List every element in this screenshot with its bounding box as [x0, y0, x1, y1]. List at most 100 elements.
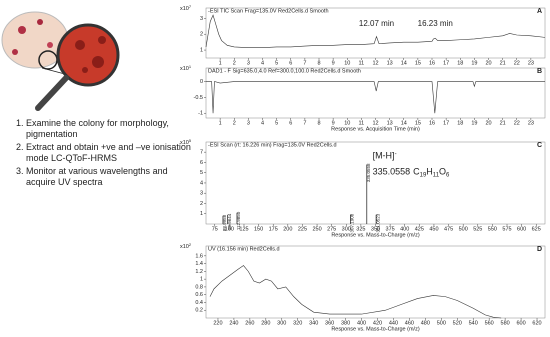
x-tick-label: 600	[516, 320, 525, 326]
x-tick-label: 520	[453, 320, 462, 326]
x-tick-label: 280	[261, 320, 270, 326]
panel-letter: A	[537, 8, 542, 15]
step: Monitor at various wavelengths and acqui…	[26, 166, 196, 188]
x-tick-label: 9	[332, 60, 335, 66]
x-tick-label: 450	[429, 226, 438, 232]
x-tick-label: 375	[386, 226, 395, 232]
x-axis-label: Response vs. Mass-to-Charge (m/z)	[331, 326, 419, 332]
x-tick-label: 350	[371, 226, 380, 232]
multiplier-base: x10	[180, 6, 189, 12]
x-tick-label: 23	[528, 120, 534, 126]
x-tick-label: 10	[344, 120, 350, 126]
x-tick-label: 620	[532, 320, 541, 326]
y-tick-label: 6	[200, 160, 203, 166]
x-tick-label: 225	[298, 226, 307, 232]
x-tick-label: 19	[471, 120, 477, 126]
x-tick-label: 3	[247, 60, 250, 66]
x-tick-label: 425	[415, 226, 424, 232]
y-tick-label: 1	[200, 48, 203, 54]
x-tick-label: 440	[389, 320, 398, 326]
x-tick-label: 10	[344, 60, 350, 66]
x-tick-label: 14	[401, 120, 407, 126]
y-multiplier: x105	[180, 138, 192, 146]
x-tick-label: 7	[303, 120, 306, 126]
y-multiplier: x101	[180, 64, 192, 72]
y-tick-label: 3	[200, 191, 203, 197]
x-tick-label: 12	[372, 120, 378, 126]
x-tick-label: 75	[212, 226, 218, 232]
y-tick-label: 0	[200, 79, 203, 85]
x-tick-label: 11	[359, 120, 365, 126]
x-tick-label: 13	[387, 60, 393, 66]
x-tick-label: 22	[514, 60, 520, 66]
mass-label: 335.0558 C19H11O6	[373, 167, 450, 178]
x-tick-label: 150	[254, 226, 263, 232]
peak-label: 351.0523	[375, 213, 380, 232]
x-tick-label: 8	[317, 60, 320, 66]
x-tick-label: 20	[485, 120, 491, 126]
y-tick-label: 0.8	[195, 284, 203, 290]
y-tick-label: 1	[200, 211, 203, 217]
x-tick-label: 200	[283, 226, 292, 232]
x-tick-label: 5	[275, 120, 278, 126]
x-tick-label: 420	[373, 320, 382, 326]
x-tick-label: 22	[514, 120, 520, 126]
x-tick-label: 575	[502, 226, 511, 232]
x-tick-label: 18	[457, 120, 463, 126]
x-tick-label: 17	[443, 120, 449, 126]
plot-frame	[205, 245, 546, 319]
x-axis-label: Response vs. Acquisition Time (min)	[331, 126, 420, 132]
x-tick-label: 1	[219, 60, 222, 66]
peak-label: 335.0558	[366, 163, 371, 182]
x-tick-label: 600	[517, 226, 526, 232]
multiplier-exponent: 7	[189, 4, 192, 9]
x-tick-label: 400	[357, 320, 366, 326]
panel-letter: C	[537, 142, 542, 149]
x-tick-label: 16	[429, 120, 435, 126]
x-tick-label: 21	[500, 60, 506, 66]
x-tick-label: 3	[247, 120, 250, 126]
x-tick-label: 525	[473, 226, 482, 232]
x-tick-label: 300	[342, 226, 351, 232]
y-multiplier: x107	[180, 4, 192, 12]
x-tick-label: 275	[327, 226, 336, 232]
y-tick-label: 1	[200, 277, 203, 283]
ion-charge: -	[395, 151, 397, 157]
multiplier-base: x10	[180, 140, 189, 146]
multiplier-exponent: 2	[189, 242, 192, 247]
x-tick-label: 240	[229, 320, 238, 326]
x-tick-label: 460	[405, 320, 414, 326]
panel-title: -ESI TIC Scan Frag=135.0V Red2Cells.d Sm…	[208, 8, 329, 14]
x-tick-label: 100	[225, 226, 234, 232]
x-tick-label: 8	[317, 120, 320, 126]
x-tick-label: 340	[309, 320, 318, 326]
y-tick-label: 7	[200, 150, 203, 156]
x-tick-label: 260	[245, 320, 254, 326]
x-tick-label: 2	[233, 120, 236, 126]
y-tick-label: 1.4	[195, 261, 203, 267]
y-tick-label: -1	[198, 111, 203, 117]
x-tick-label: 550	[488, 226, 497, 232]
x-tick-label: 625	[532, 226, 541, 232]
peak-label: 88.9958	[222, 214, 227, 231]
x-tick-label: 4	[261, 60, 264, 66]
x-tick-label: 500	[437, 320, 446, 326]
x-tick-label: 580	[501, 320, 510, 326]
y-tick-label: 3	[200, 16, 203, 22]
panel-title: UV (16.156 min) Red2Cells.d	[208, 246, 280, 252]
x-tick-label: 300	[277, 320, 286, 326]
peak-annotation: 16.23 min	[418, 19, 453, 28]
peak-annotation: 12.07 min	[359, 19, 394, 28]
x-tick-label: 18	[457, 60, 463, 66]
x-tick-label: 2	[233, 60, 236, 66]
peak-label: 307.1908	[350, 213, 355, 232]
ion-label: [M-H]-	[373, 151, 397, 161]
y-tick-label: 1.2	[195, 269, 203, 275]
x-tick-label: 400	[400, 226, 409, 232]
x-tick-label: 14	[401, 60, 407, 66]
x-tick-label: 11	[359, 60, 365, 66]
x-tick-label: 540	[469, 320, 478, 326]
step: Extract and obtain +ve and –ve ionisatio…	[26, 142, 196, 164]
x-tick-label: 9	[332, 120, 335, 126]
